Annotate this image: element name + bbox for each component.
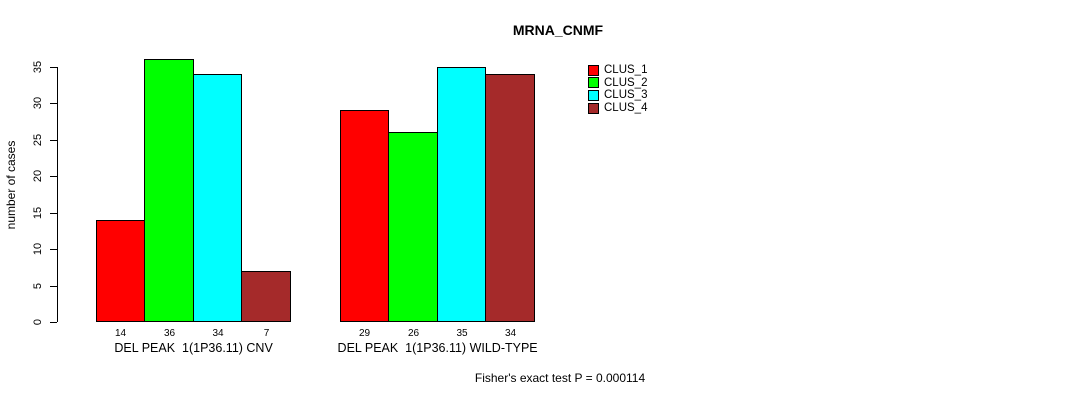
legend-label: CLUS_4 (604, 102, 648, 115)
bar-clus_4-group2 (485, 73, 535, 322)
legend-item-clus_4: CLUS_4 (588, 102, 647, 114)
legend-swatch-icon (588, 77, 599, 89)
category-label: DEL PEAK 1(1P36.11) CNV (114, 341, 273, 355)
chart-title: MRNA_CNMF (512, 22, 604, 38)
bar-value-label: 26 (407, 328, 420, 339)
bar-value-label: 34 (212, 328, 224, 339)
bar-clus_2-group2 (388, 132, 438, 322)
legend-label: CLUS_1 (604, 64, 648, 76)
y-axis-tick (50, 139, 57, 141)
legend-item-clus_2: CLUS_2 (588, 77, 647, 89)
legend-item-clus_3: CLUS_3 (588, 89, 647, 101)
y-axis-tick (50, 103, 57, 104)
y-axis-tick (50, 322, 57, 323)
bar-clus_4-group1 (241, 270, 291, 322)
y-axis-tick-label: 30 (32, 96, 44, 110)
y-axis-tick (50, 285, 57, 287)
y-axis-tick (50, 249, 57, 250)
y-axis-tick-label: 15 (32, 206, 44, 219)
legend-swatch-icon (588, 102, 599, 114)
y-axis-tick (50, 212, 57, 214)
y-axis-label: number of cases (4, 140, 18, 230)
bar-clus_1-group1 (96, 219, 145, 322)
bar-value-label: 7 (263, 328, 270, 339)
category-label: DEL PEAK 1(1P36.11) WILD-TYPE (337, 341, 538, 355)
y-axis-tick-label: 35 (32, 60, 44, 73)
legend-label: CLUS_2 (604, 76, 648, 89)
bar-value-label: 36 (163, 328, 176, 339)
bar-value-label: 29 (358, 328, 371, 339)
bar-clus_2-group1 (144, 59, 194, 322)
fisher-test-annotation: Fisher's exact test P = 0.000114 (474, 371, 646, 385)
bar-value-label: 35 (456, 328, 468, 339)
y-axis-tick-label: 5 (32, 282, 44, 289)
y-axis-tick-label: 20 (32, 169, 44, 183)
bar-clus_3-group2 (437, 66, 486, 322)
bar-clus_3-group1 (193, 73, 242, 322)
legend-swatch-icon (588, 64, 599, 76)
y-axis-tick-label: 0 (32, 318, 44, 326)
bar-value-label: 34 (504, 328, 517, 339)
y-axis-tick (50, 176, 57, 177)
y-axis-tick-label: 25 (32, 133, 44, 146)
bar-clus_1-group2 (340, 110, 389, 322)
y-axis-line (57, 66, 58, 322)
legend-label: CLUS_3 (604, 89, 648, 102)
y-axis-tick-label: 10 (32, 242, 44, 256)
legend-item-clus_1: CLUS_1 (588, 64, 647, 76)
y-axis-tick (50, 66, 57, 68)
legend-swatch-icon (588, 89, 599, 101)
bar-value-label: 14 (114, 328, 127, 339)
